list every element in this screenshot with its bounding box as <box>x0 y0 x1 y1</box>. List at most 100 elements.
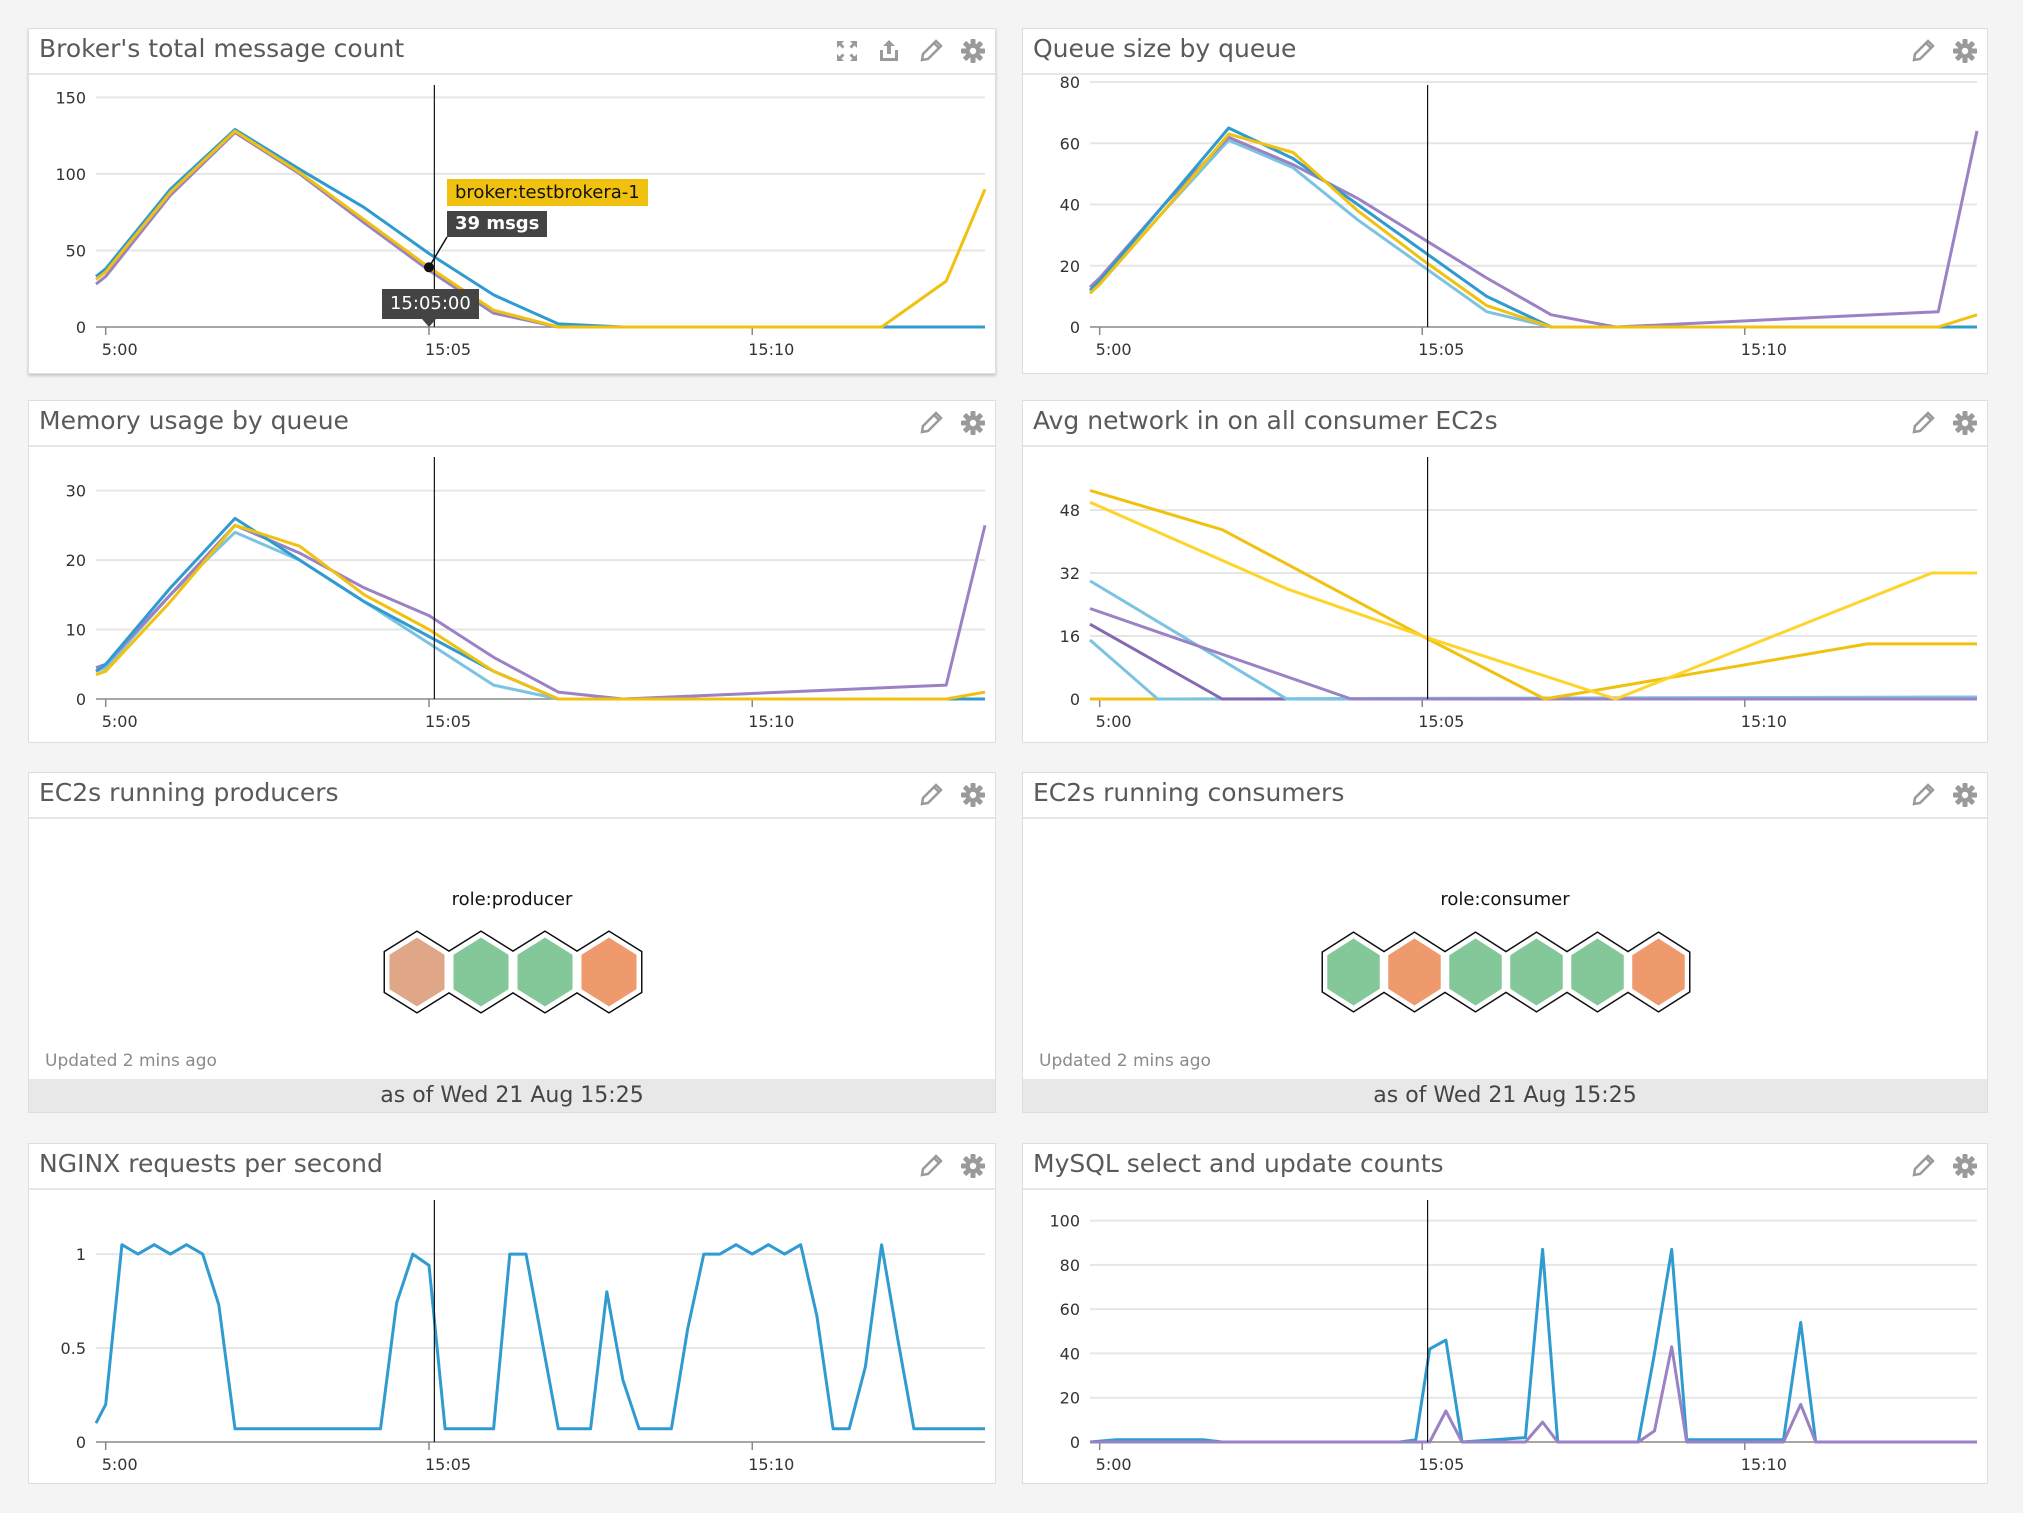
series-line[interactable] <box>1089 1247 1977 1444</box>
y-tick-label: 40 <box>1060 1344 1080 1363</box>
y-tick-label: 20 <box>1060 1389 1080 1408</box>
x-tick-label: 15:05 <box>1418 712 1464 731</box>
y-tick-label: 100 <box>1049 1212 1080 1231</box>
host-hexagon[interactable] <box>1388 938 1441 1006</box>
y-tick-label: 0.5 <box>61 1339 86 1358</box>
panel-queue-size: Queue size by queue 0 20 40 60 80 5:00 15:05 15:… <box>1022 28 1988 374</box>
panel-title: Avg network in on all consumer EC2s <box>1033 406 1498 435</box>
expand-icon[interactable] <box>833 37 861 65</box>
y-tick-label: 20 <box>66 551 86 570</box>
as-of-bar: as of Wed 21 Aug 15:25 <box>1023 1079 1987 1112</box>
series-line[interactable] <box>95 129 987 329</box>
panel-title: Queue size by queue <box>1033 34 1297 63</box>
hostmap-group-label: role:producer <box>451 889 573 910</box>
series-line[interactable] <box>95 530 985 701</box>
gear-icon[interactable] <box>959 37 987 65</box>
pencil-icon[interactable] <box>1909 37 1937 65</box>
time-marker <box>421 319 436 327</box>
chart[interactable]: 0 10 20 30 5:00 15:05 15:10 <box>29 401 997 744</box>
y-tick-label: 0 <box>76 318 86 337</box>
updated-text: Updated 2 mins ago <box>45 1051 217 1071</box>
series-line[interactable] <box>1089 488 1977 701</box>
gear-icon[interactable] <box>959 781 987 809</box>
panel-ec2-producers: EC2s running producers role:producer Updat… <box>28 772 996 1113</box>
hostmap-group-label: role:consumer <box>1440 889 1570 910</box>
x-tick-label: 15:10 <box>748 340 794 359</box>
pencil-icon[interactable] <box>1909 409 1937 437</box>
pencil-icon[interactable] <box>917 409 945 437</box>
host-hexagon[interactable] <box>1449 938 1502 1006</box>
x-tick-label: 5:00 <box>1096 712 1132 731</box>
series-line[interactable] <box>1088 130 1979 329</box>
tooltip-series-label: broker:testbrokera-1 <box>447 179 648 206</box>
panel-toolbar <box>1909 781 1979 809</box>
share-icon[interactable] <box>875 37 903 65</box>
series-line[interactable] <box>94 1243 985 1431</box>
series-line[interactable] <box>95 516 985 701</box>
chart[interactable]: 0 50 100 150 5:00 15:05 15:10 <box>29 29 997 375</box>
series-line[interactable] <box>1088 126 1977 329</box>
series-line[interactable] <box>95 128 985 329</box>
x-tick-label: 15:10 <box>1741 712 1787 731</box>
host-hexagon[interactable] <box>517 937 573 1007</box>
panel-toolbar <box>917 409 987 437</box>
x-tick-label: 5:00 <box>1096 340 1132 359</box>
chart[interactable]: 0 20 40 60 80 100 5:00 15:05 15:10 <box>1023 1144 1989 1485</box>
chart[interactable]: 0 16 32 48 5:00 15:05 15:10 <box>1023 401 1989 744</box>
panel-nginx-rps: NGINX requests per second 0 0.5 1 5:00 15:05 1… <box>28 1143 996 1484</box>
pencil-icon[interactable] <box>917 1152 945 1180</box>
x-tick-label: 15:05 <box>1418 1455 1464 1474</box>
host-hexagon[interactable] <box>453 937 509 1007</box>
pencil-icon[interactable] <box>1909 781 1937 809</box>
y-tick-label: 0 <box>76 690 86 709</box>
y-tick-label: 40 <box>1060 196 1080 215</box>
panel-toolbar <box>1909 37 1979 65</box>
host-hexagon[interactable] <box>389 937 445 1007</box>
x-tick-label: 15:10 <box>748 712 794 731</box>
panel-header: Avg network in on all consumer EC2s <box>1023 401 1987 447</box>
y-tick-label: 150 <box>55 88 86 107</box>
x-tick-label: 15:10 <box>1741 340 1787 359</box>
chart[interactable]: 0 20 40 60 80 5:00 15:05 15:10 <box>1023 29 1989 375</box>
y-tick-label: 0 <box>1070 318 1080 337</box>
gear-icon[interactable] <box>959 1152 987 1180</box>
series-line[interactable] <box>95 523 987 701</box>
x-tick-label: 5:00 <box>102 1455 138 1474</box>
panel-title: MySQL select and update counts <box>1033 1149 1444 1178</box>
series-line[interactable] <box>1089 607 1977 701</box>
host-hexagon[interactable] <box>581 937 637 1007</box>
gear-icon[interactable] <box>1951 37 1979 65</box>
series-line[interactable] <box>1088 138 1977 329</box>
series-line[interactable] <box>1089 579 1978 701</box>
panel-title: Broker's total message count <box>39 34 405 63</box>
series-line[interactable] <box>1090 1345 1977 1444</box>
gear-icon[interactable] <box>1951 781 1979 809</box>
panel-header: Memory usage by queue <box>29 401 995 447</box>
pencil-icon[interactable] <box>1909 1152 1937 1180</box>
panel-header: EC2s running consumers <box>1023 773 1987 819</box>
series-line[interactable] <box>1089 500 1977 701</box>
x-tick-label: 15:05 <box>1418 340 1464 359</box>
gear-icon[interactable] <box>959 409 987 437</box>
series-line[interactable] <box>95 523 986 701</box>
hostmap <box>1321 931 1691 1013</box>
host-hexagon[interactable] <box>1510 938 1563 1006</box>
chart[interactable]: 0 0.5 1 5:00 15:05 15:10 <box>29 1144 997 1485</box>
host-hexagon[interactable] <box>1632 938 1685 1006</box>
y-tick-label: 10 <box>66 621 86 640</box>
host-hexagon[interactable] <box>1327 938 1380 1006</box>
gear-icon[interactable] <box>1951 1152 1979 1180</box>
y-tick-label: 32 <box>1060 564 1080 583</box>
tooltip-pointer <box>428 236 448 268</box>
y-tick-label: 16 <box>1060 627 1080 646</box>
pencil-icon[interactable] <box>917 781 945 809</box>
pencil-icon[interactable] <box>917 37 945 65</box>
y-tick-label: 20 <box>1060 257 1080 276</box>
y-tick-label: 80 <box>1060 73 1080 92</box>
y-tick-label: 0 <box>1070 690 1080 709</box>
panel-ec2-consumers: EC2s running consumers role:consumer Updat… <box>1022 772 1988 1113</box>
host-hexagon[interactable] <box>1571 938 1624 1006</box>
series-line[interactable] <box>1088 132 1978 329</box>
tooltip-time: 15:05:00 <box>381 289 479 319</box>
gear-icon[interactable] <box>1951 409 1979 437</box>
